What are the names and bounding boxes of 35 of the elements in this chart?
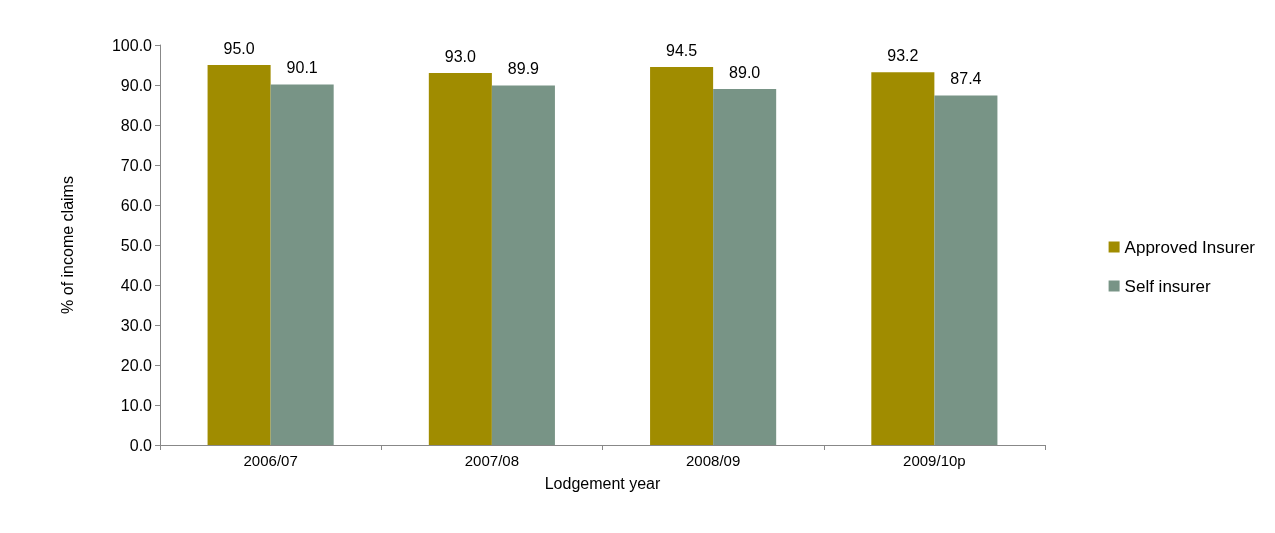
data-label: 94.5: [666, 41, 698, 59]
legend-label: Approved Insurer: [1124, 237, 1256, 257]
y-axis-title: % of income claims: [58, 176, 76, 314]
bar: [934, 95, 998, 445]
y-tick-label: 100.0: [111, 36, 153, 54]
y-tick-label: 90.0: [120, 76, 153, 94]
data-label: 87.4: [950, 69, 982, 87]
bar: [871, 72, 935, 445]
y-tick-label: 60.0: [120, 196, 153, 214]
bar: [270, 84, 334, 445]
y-tick-label: 40.0: [120, 276, 153, 294]
y-tick-label: 0.0: [129, 436, 153, 454]
y-tick-label: 30.0: [120, 316, 153, 334]
y-tick-label: 80.0: [120, 116, 153, 134]
data-label: 89.9: [507, 59, 540, 77]
data-label: 89.0: [729, 63, 761, 81]
data-label: 93.2: [887, 46, 919, 64]
bar: [650, 67, 714, 445]
y-tick-label: 70.0: [120, 156, 153, 174]
x-axis-title: Lodgement year: [544, 474, 661, 492]
x-tick-label: 2006/07: [243, 452, 298, 469]
x-tick-label: 2007/08: [464, 452, 519, 469]
x-tick-label: 2009/10p: [903, 452, 966, 469]
bar: [207, 65, 271, 445]
bar: [428, 73, 492, 445]
y-tick-label: 10.0: [120, 396, 153, 414]
data-label: 93.0: [444, 47, 477, 65]
bar: [713, 89, 777, 445]
data-label: 95.0: [223, 39, 255, 57]
legend-label: Self insurer: [1124, 276, 1211, 296]
y-tick-label: 20.0: [120, 356, 153, 374]
x-tick-label: 2008/09: [686, 452, 741, 469]
bar: [491, 85, 555, 445]
data-label: 90.1: [286, 59, 318, 77]
y-tick-label: 50.0: [120, 236, 153, 254]
